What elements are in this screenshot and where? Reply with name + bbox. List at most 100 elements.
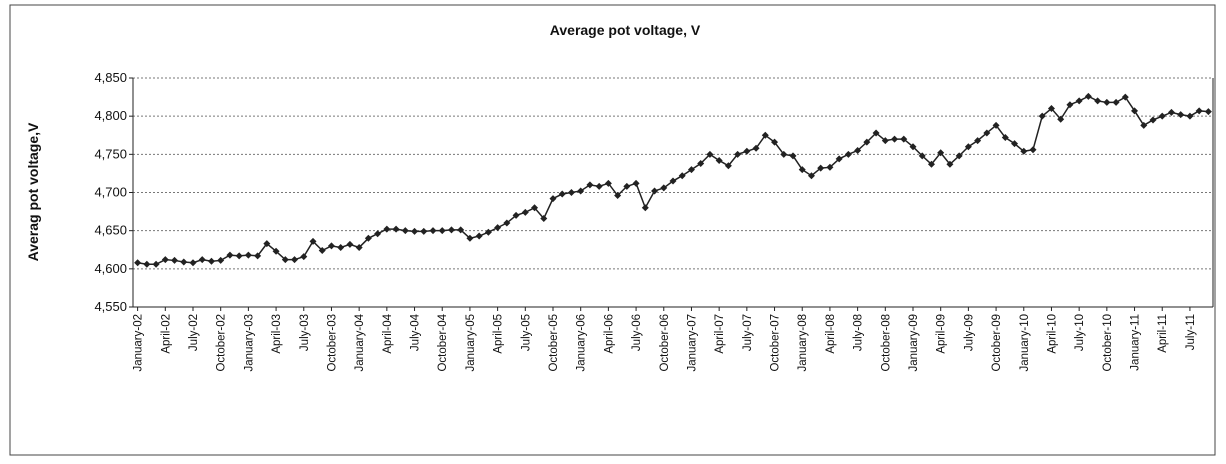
marker [752, 144, 760, 152]
marker [946, 160, 954, 168]
marker [1047, 105, 1055, 113]
marker [1084, 92, 1092, 100]
x-tick-label: October-06 [659, 314, 671, 372]
x-tick-label: January-03 [243, 314, 255, 372]
x-tick-label: October-03 [326, 314, 338, 372]
x-tick-label: April-10 [1046, 314, 1058, 354]
marker [909, 143, 917, 151]
marker [217, 256, 225, 264]
marker [687, 166, 695, 174]
marker [134, 259, 142, 267]
marker [281, 256, 289, 264]
x-tick-label: January-07 [686, 314, 698, 372]
marker [632, 179, 640, 187]
marker [1020, 147, 1028, 155]
marker [577, 187, 585, 195]
marker [226, 251, 234, 259]
marker [466, 234, 474, 242]
marker [780, 150, 788, 158]
x-tick-label: October-02 [216, 314, 228, 372]
marker [918, 152, 926, 160]
x-tick-label: January-10 [1019, 314, 1031, 372]
marker [420, 227, 428, 235]
x-tick-label: October-10 [1102, 314, 1114, 372]
marker [254, 252, 262, 260]
marker [567, 189, 575, 196]
marker [364, 234, 372, 242]
marker [964, 143, 972, 151]
marker [447, 226, 455, 234]
x-tick-label: January-08 [797, 314, 809, 372]
x-tick-label: January-09 [908, 314, 920, 372]
marker [171, 256, 179, 264]
marker [863, 138, 871, 146]
marker [844, 150, 852, 158]
marker [309, 237, 317, 245]
marker [429, 227, 437, 235]
marker [521, 208, 529, 216]
x-tick-label: January-05 [465, 314, 477, 372]
marker [614, 192, 622, 200]
marker [484, 228, 492, 236]
x-tick-label: October-04 [437, 313, 449, 371]
x-tick-label: July-11 [1185, 314, 1197, 350]
x-tick-label: October-07 [770, 314, 782, 372]
marker [992, 121, 1000, 129]
marker [1029, 146, 1037, 154]
marker [143, 260, 151, 268]
marker [660, 184, 668, 192]
x-tick-label: July-10 [1074, 314, 1086, 351]
marker [457, 226, 465, 234]
y-tick-label: 4,700 [94, 185, 127, 200]
x-tick-label: July-06 [631, 314, 643, 351]
x-tick-label: April-08 [825, 314, 837, 354]
x-tick-label: July-05 [520, 314, 532, 351]
y-tick-label: 4,750 [94, 146, 127, 161]
marker [244, 251, 252, 259]
marker [392, 225, 400, 233]
marker [807, 172, 815, 180]
marker [1158, 112, 1166, 120]
x-tick-label: July-08 [853, 314, 865, 351]
marker [549, 195, 557, 203]
marker [235, 252, 243, 260]
marker [604, 179, 612, 187]
marker [854, 147, 862, 155]
x-tick-label: October-05 [548, 314, 560, 372]
marker [669, 177, 677, 185]
x-tick-label: January-11 [1130, 314, 1142, 371]
marker [1177, 111, 1185, 119]
marker [337, 243, 345, 251]
x-tick-label: July-03 [299, 314, 311, 351]
x-tick-label: July-04 [410, 313, 422, 351]
marker [1038, 112, 1046, 120]
marker [1112, 98, 1120, 106]
marker [706, 150, 714, 158]
marker [161, 256, 169, 264]
marker [512, 211, 520, 219]
marker [641, 204, 649, 212]
chart-title: Average pot voltage, V [550, 22, 701, 38]
marker [531, 204, 539, 212]
x-tick-label: April-04 [382, 313, 394, 353]
marker [651, 187, 659, 195]
marker [300, 253, 308, 261]
marker [327, 242, 335, 250]
y-axis-label: Averag pot voltage,V [25, 122, 41, 261]
marker [1140, 121, 1148, 129]
marker [937, 149, 945, 157]
marker [817, 164, 825, 172]
marker [1011, 140, 1019, 148]
marker [1204, 108, 1212, 116]
marker [1131, 107, 1139, 115]
marker [900, 135, 908, 143]
marker [761, 131, 769, 139]
x-tick-label: January-04 [354, 313, 366, 371]
y-tick-label: 4,650 [94, 223, 127, 238]
x-tick-label: April-07 [714, 314, 726, 354]
marker [927, 160, 935, 168]
marker [678, 172, 686, 180]
marker [180, 258, 188, 266]
marker [734, 150, 742, 158]
